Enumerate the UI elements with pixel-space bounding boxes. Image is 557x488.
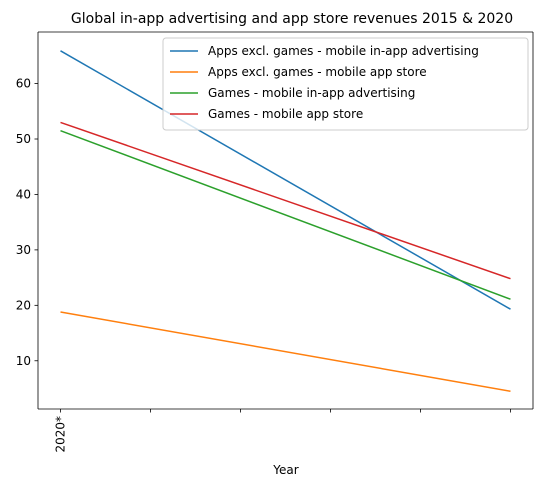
y-tick-label: 10 [16,354,31,368]
chart-title: Global in-app advertising and app store … [71,11,513,27]
legend-label: Games - mobile app store [208,107,363,121]
y-tick-label: 30 [16,243,31,257]
series-line-1 [60,50,511,310]
y-tick-label: 20 [16,298,31,312]
axes-layer: 10 20 30 40 50 60 2020* [16,31,534,453]
legend-label: Games - mobile in-app advertising [208,86,415,100]
y-tick-label: 40 [16,187,31,201]
legend: Apps excl. games - mobile in-app adverti… [162,37,529,131]
legend-label: Apps excl. games - mobile in-app adverti… [208,44,479,58]
series-layer [60,50,511,393]
y-tick-label: 60 [16,77,31,91]
x-tick-label: 2020* [54,416,68,453]
series-line-2 [60,311,511,393]
legend-box [162,37,529,131]
series-line-4 [60,121,511,280]
y-tick-label: 50 [16,132,31,146]
x-axis-label: Year [272,463,298,477]
legend-label: Apps excl. games - mobile app store [208,65,427,79]
series-line-3 [60,129,511,300]
